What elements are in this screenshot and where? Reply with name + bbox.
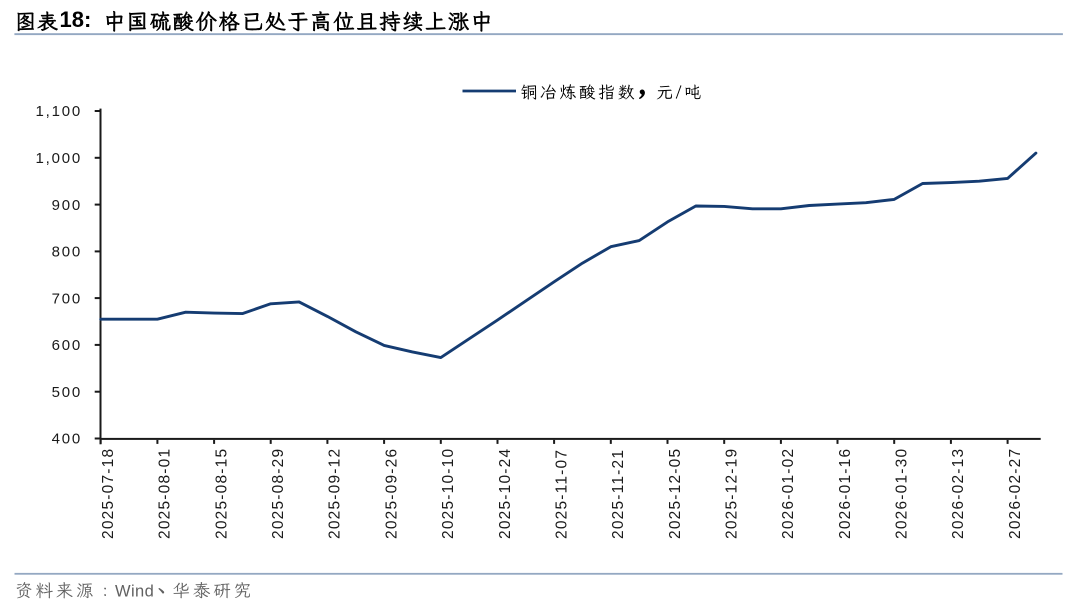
svg-text:2025-11-21: 2025-11-21 [610, 449, 627, 539]
svg-text:2025-11-07: 2025-11-07 [553, 449, 570, 539]
svg-text:2025-09-26: 2025-09-26 [383, 448, 400, 539]
svg-text:2025-08-01: 2025-08-01 [157, 448, 174, 539]
svg-text:18:: 18: [60, 7, 92, 32]
svg-text:900: 900 [52, 197, 82, 214]
svg-text:Wind: Wind [115, 583, 154, 601]
svg-text:2025-10-24: 2025-10-24 [497, 448, 514, 539]
svg-text:2026-02-27: 2026-02-27 [1007, 448, 1024, 539]
svg-text:600: 600 [52, 337, 82, 354]
svg-text:2025-10-10: 2025-10-10 [440, 448, 457, 539]
svg-text:2026-02-13: 2026-02-13 [950, 448, 967, 539]
svg-text:400: 400 [52, 431, 82, 448]
svg-text:2025-12-05: 2025-12-05 [667, 448, 684, 539]
svg-text:500: 500 [52, 384, 82, 401]
svg-text:2026-01-16: 2026-01-16 [837, 448, 854, 539]
svg-text:1,100: 1,100 [35, 103, 82, 120]
svg-text:2025-08-29: 2025-08-29 [270, 448, 287, 539]
svg-text:1,000: 1,000 [35, 150, 82, 167]
svg-text:2025-12-19: 2025-12-19 [724, 448, 741, 539]
svg-text:2025-09-12: 2025-09-12 [327, 448, 344, 539]
svg-text:2026-01-02: 2026-01-02 [780, 448, 797, 539]
svg-text:2025-08-15: 2025-08-15 [213, 448, 230, 539]
svg-text:700: 700 [52, 290, 82, 307]
svg-text:2026-01-30: 2026-01-30 [894, 448, 911, 539]
svg-text:800: 800 [52, 244, 82, 261]
svg-text:2025-07-18: 2025-07-18 [100, 448, 117, 539]
